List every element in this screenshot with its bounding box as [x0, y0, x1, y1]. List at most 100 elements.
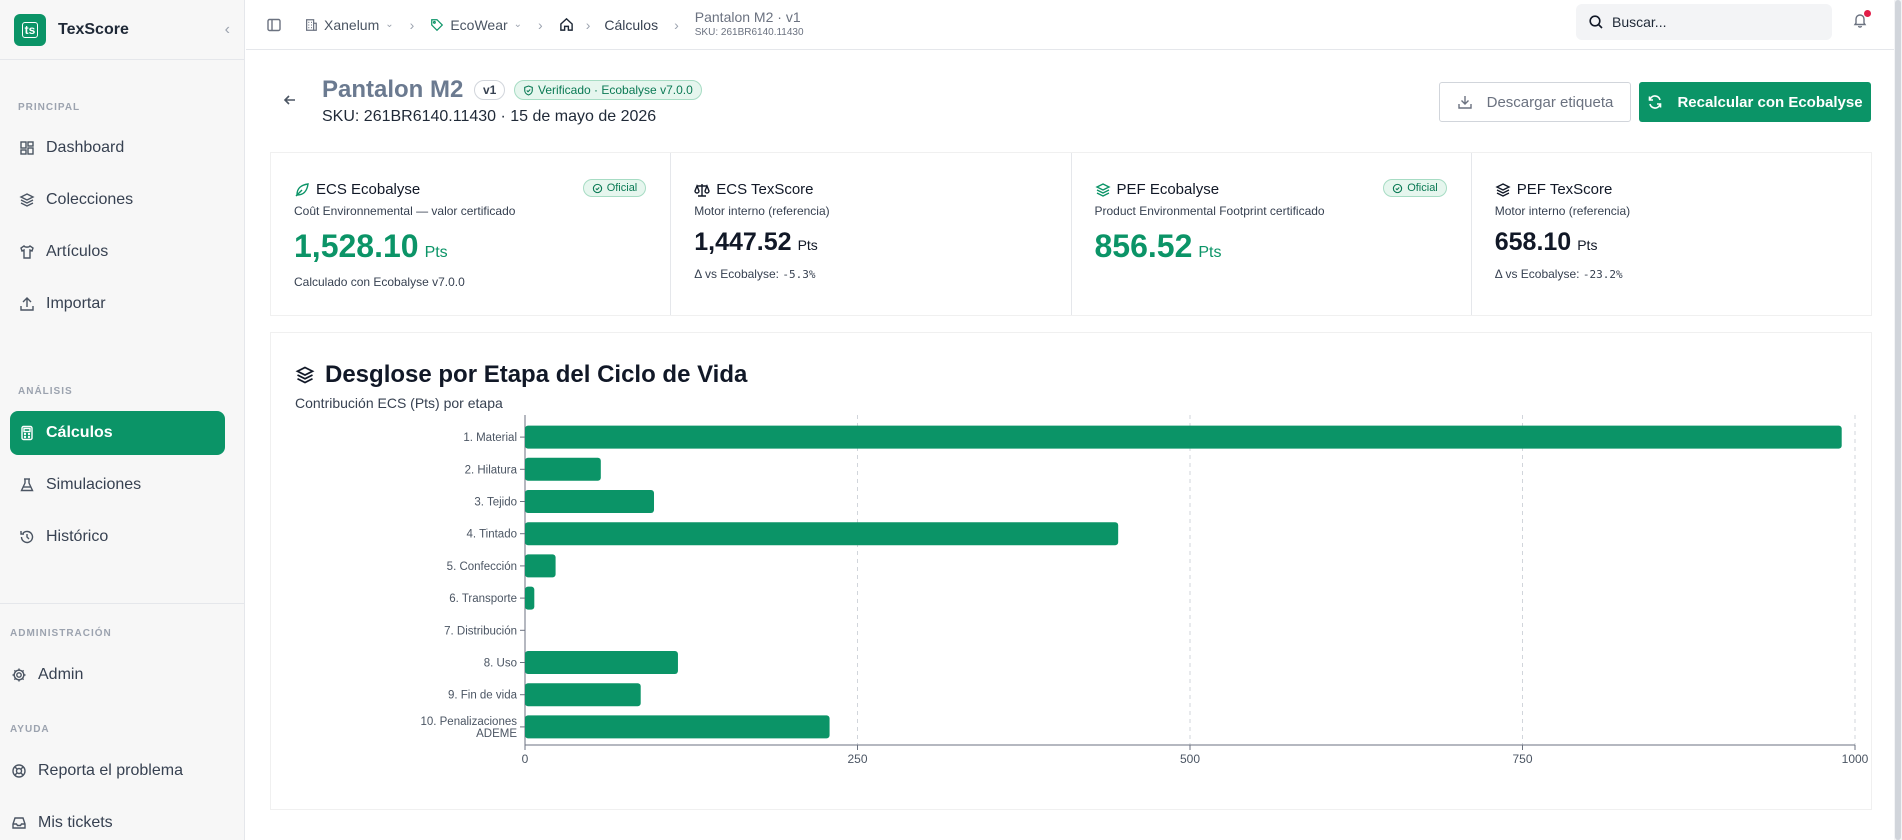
check-circle-icon: [592, 183, 603, 194]
breadcrumb-home[interactable]: [559, 17, 580, 32]
search-box[interactable]: [1576, 4, 1832, 40]
scrollbar-thumb[interactable]: [1895, 0, 1901, 840]
sidebar-item-articulos[interactable]: Artículos: [10, 230, 225, 274]
kpi-value: 658.10 Pts: [1495, 228, 1847, 257]
kpi-number: 1,528.10: [294, 228, 419, 264]
verified-badge-label: Verificado · Ecobalyse v7.0.0: [538, 83, 693, 97]
layers-icon: [295, 365, 315, 385]
category-label-line: 7. Distribución: [444, 625, 517, 637]
dashboard-icon: [18, 139, 36, 157]
section-label-analisis: ANÁLISIS: [18, 386, 73, 397]
category-label: 5. Confección: [447, 561, 517, 573]
sidebar-toggle-icon: [266, 17, 282, 33]
sidebar-item-colecciones[interactable]: Colecciones: [10, 178, 225, 222]
divider: [0, 603, 245, 604]
kpi-ecs-ecobalyse: ECS Ecobalyse Coût Environnemental — val…: [271, 153, 672, 315]
search-input[interactable]: [1612, 14, 1812, 30]
inbox-icon: [10, 814, 28, 832]
sidebar-item-dashboard[interactable]: Dashboard: [10, 126, 225, 170]
breadcrumb-current-sku: SKU: 261BR6140.11430: [694, 26, 804, 38]
arrow-left-icon: [282, 92, 298, 108]
breadcrumb-org[interactable]: Xanelum ⌄: [304, 17, 394, 33]
category-label: 10. Penalizaciones ADEME: [420, 716, 517, 740]
sidebar-item-tickets[interactable]: Mis tickets: [2, 801, 217, 840]
oficial-badge-label: Oficial: [1407, 182, 1438, 194]
kpi-cards: ECS Ecobalyse Coût Environnemental — val…: [270, 152, 1872, 316]
sidebar-item-historico[interactable]: Histórico: [10, 515, 225, 559]
recalculate-button[interactable]: Recalcular con Ecobalyse: [1639, 82, 1871, 122]
refresh-icon: [1647, 94, 1663, 110]
category-label: 6. Transporte: [449, 593, 517, 605]
category-label: 1. Material: [463, 432, 517, 444]
breadcrumb-section[interactable]: Cálculos: [604, 16, 659, 33]
layers-icon: [18, 191, 36, 209]
brand: ts TexScore ‹: [0, 0, 244, 60]
lifecycle-bar-chart: 0 250 500 750 1000 1. Material 2. Hilatura 3. T…: [420, 415, 1869, 766]
category-label: 9. Fin de vida: [448, 690, 518, 702]
sidebar-item-label: Reporta el problema: [38, 762, 183, 779]
page-title: Pantalon M2: [322, 76, 464, 103]
category-label: 8. Uso: [484, 658, 517, 670]
category-label-line: ADEME: [476, 728, 517, 740]
breadcrumb-brand[interactable]: EcoWear ⌄: [430, 17, 522, 33]
kpi-title: ECS Ecobalyse: [316, 181, 421, 198]
gear-icon: [10, 666, 28, 684]
sidebar: ts TexScore ‹ PRINCIPAL Dashboard Colecc…: [0, 0, 245, 840]
tag-icon: [430, 18, 444, 32]
category-label-line: 5. Confección: [447, 561, 517, 573]
category-label: 7. Distribución: [444, 625, 517, 637]
toggle-sidebar-button[interactable]: [266, 17, 288, 33]
app-name: TexScore: [58, 20, 129, 38]
kpi-title: PEF Ecobalyse: [1116, 181, 1220, 198]
category-label-line: 8. Uso: [484, 658, 517, 670]
sidebar-item-calculos[interactable]: Cálculos: [10, 411, 225, 455]
sidebar-item-importar[interactable]: Importar: [10, 282, 225, 326]
section-label-administracion: ADMINISTRACIÓN: [10, 628, 112, 639]
kpi-number: 658.10: [1494, 228, 1572, 256]
x-tick-label: 750: [1512, 752, 1532, 766]
notifications-button[interactable]: [1852, 10, 1871, 33]
kpi-subtitle: Motor interno (referencia): [1494, 204, 1631, 218]
kpi-pef-ecobalyse: PEF Ecobalyse Product Environmental Foot…: [1072, 153, 1472, 315]
sidebar-item-simulaciones[interactable]: Simulaciones: [10, 463, 225, 507]
app-logo[interactable]: ts: [14, 13, 46, 46]
sidebar-item-label: Admin: [38, 666, 84, 683]
bar-6: [525, 586, 535, 610]
chevron-down-icon: ⌄: [385, 19, 394, 30]
sku-date: SKU: 261BR6140.11430 · 15 de mayo de 202…: [322, 108, 657, 125]
scrollbar[interactable]: [1894, 0, 1902, 840]
flask-icon: [18, 476, 36, 494]
oficial-badge: Oficial: [1383, 179, 1447, 197]
building-icon: [304, 18, 318, 32]
kpi-unit: Pts: [797, 237, 818, 253]
sidebar-item-label: Colecciones: [46, 191, 134, 208]
chevron-right-icon: ›: [674, 16, 679, 33]
kpi-delta: Δ vs Ecobalyse: -23.2%: [1495, 267, 1847, 281]
bar-5: [525, 554, 556, 578]
section-label-principal: PRINCIPAL: [18, 102, 81, 113]
sidebar-item-label: Artículos: [46, 243, 109, 260]
section-label-ayuda: AYUDA: [10, 724, 50, 735]
category-label: 2. Hilatura: [465, 464, 518, 476]
leaf-icon: [294, 182, 310, 198]
back-button[interactable]: [282, 92, 298, 113]
collapse-sidebar-icon[interactable]: ‹: [224, 20, 230, 38]
x-tick-label: 500: [1180, 752, 1200, 766]
x-tick-label: 250: [847, 752, 867, 766]
chart-title-text: Desglose por Etapa del Ciclo de Vida: [325, 361, 748, 388]
sidebar-item-admin[interactable]: Admin: [2, 653, 217, 697]
chart-subtitle: Contribución ECS (Pts) por etapa: [295, 395, 503, 411]
lifecycle-chart-card: Desglose por Etapa del Ciclo de Vida Con…: [270, 332, 1872, 810]
calculator-icon: [18, 424, 36, 442]
category-label-line: 6. Transporte: [449, 593, 517, 605]
sidebar-item-label: Cálculos: [46, 424, 113, 441]
topbar: Xanelum ⌄ › EcoWear ⌄ › › Cálculos › Pan…: [246, 0, 1902, 50]
sidebar-item-reporta[interactable]: Reporta el problema: [2, 749, 217, 793]
chevron-right-icon: ›: [585, 16, 591, 33]
help-circle-icon: [10, 762, 28, 780]
layers-icon: [1495, 182, 1511, 198]
kpi-delta: Δ vs Ecobalyse: -5.3%: [694, 267, 1046, 281]
download-label-button[interactable]: Descargar etiqueta: [1439, 82, 1631, 122]
kpi-ecs-texscore: ECS TexScore Motor interno (referencia) …: [671, 153, 1072, 315]
chevron-down-icon: ⌄: [513, 19, 523, 30]
